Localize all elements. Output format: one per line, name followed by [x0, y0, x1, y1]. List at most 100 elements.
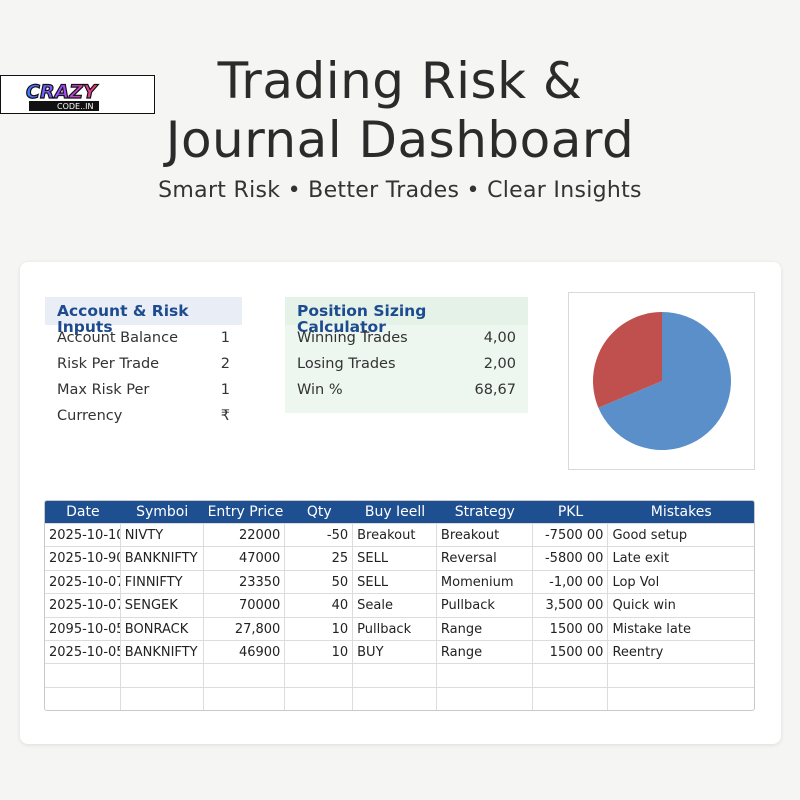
account-risk-panel: Account & Risk Inputs Account Balance 1 Ri… — [45, 297, 242, 429]
table-cell — [121, 664, 204, 687]
title-line-2: Journal Dashboard — [165, 111, 635, 169]
table-cell — [353, 687, 437, 711]
table-cell: FINNIFTY — [121, 570, 204, 594]
table-cell: BANKNIFTY — [121, 640, 204, 664]
trade-journal-table: Date Symboi Entry Price Qty Buy Ieell Strateg… — [44, 500, 755, 712]
table-cell: Range — [437, 640, 533, 664]
table-cell: 2025-10-90 — [45, 547, 121, 570]
account-risk-value: 1 — [220, 330, 230, 346]
position-sizing-rows: Winning Trades 4,00 Losing Trades 2,00 Win %… — [285, 325, 528, 403]
title-line-1: Trading Risk & — [217, 52, 583, 110]
table-cell: SELL — [353, 547, 437, 570]
table-cell — [285, 687, 354, 711]
table-cell — [608, 688, 754, 710]
table-cell: -50 — [285, 524, 354, 547]
table-cell: Reversal — [437, 547, 533, 570]
table-cell — [437, 687, 533, 711]
table-cell: Breakout — [437, 524, 533, 547]
table-row: 2025-10-10 NIVTY 22000 -50 Breakout Breakout -… — [45, 523, 754, 547]
table-cell — [533, 664, 609, 687]
table-cell: Reentry — [612, 644, 664, 660]
position-sizing-row: Win % 68,67 — [285, 377, 528, 403]
table-cell: 3,500 00 — [533, 594, 609, 617]
account-risk-label: Account Balance — [57, 330, 178, 346]
column-header: Symboi — [136, 504, 189, 520]
account-risk-row: Max Risk Per 1 — [45, 377, 242, 403]
table-row: 2095-10-05 BONRACK 27,800 10 Pullback Range 15… — [45, 616, 754, 640]
table-cell: NIVTY — [121, 524, 204, 547]
table-cell: Good setup — [612, 528, 688, 543]
table-cell: Breakout — [353, 524, 437, 547]
dashboard-card: Account & Risk Inputs Account Balance 1 Ri… — [20, 262, 781, 744]
table-row: 2025-10-90 BANKNIFTY 47000 25 SELL Reversal -5… — [45, 546, 754, 570]
table-cell — [437, 664, 533, 687]
table-row: 2025-10-07 SENGEK 70000 40 Seale Pullback 3,50… — [45, 593, 754, 617]
table-cell — [204, 664, 286, 687]
page-title: Trading Risk & Journal Dashboard — [0, 52, 800, 170]
page-subtitle: Smart Risk • Better Trades • Clear Insig… — [158, 178, 642, 203]
position-sizing-title: Position Sizing Calculator — [285, 297, 528, 335]
table-cell — [45, 664, 121, 687]
table-row: 2025-10-05 BANKNIFTY 46900 10 BUY Range 1500 0… — [45, 639, 754, 664]
table-cell: Range — [437, 617, 533, 640]
table-cell: Seale — [353, 594, 437, 617]
table-cell: 1500 00 — [533, 640, 609, 664]
account-risk-label: Risk Per Trade — [57, 356, 160, 372]
table-body: 2025-10-10 NIVTY 22000 -50 Breakout Breakout -… — [45, 523, 754, 711]
table-cell: 23350 — [204, 570, 286, 594]
position-sizing-row: Losing Trades 2,00 — [285, 351, 528, 377]
account-risk-value: 2 — [220, 356, 230, 372]
column-header: PKL — [557, 504, 584, 520]
logo-domain: CODE..IN — [57, 102, 94, 111]
account-risk-title: Account & Risk Inputs — [45, 297, 242, 335]
column-header: Date — [66, 504, 100, 520]
position-sizing-label: Win % — [297, 382, 343, 398]
account-risk-row: Risk Per Trade 2 — [45, 351, 242, 377]
table-cell: Momenium — [437, 570, 533, 594]
table-cell — [121, 687, 204, 711]
table-cell — [533, 687, 609, 711]
table-cell: 10 — [285, 617, 354, 640]
column-header: Qty — [306, 504, 332, 520]
table-cell: Quick win — [612, 598, 676, 614]
table-cell: 22000 — [204, 524, 286, 547]
table-cell: 10 — [285, 640, 354, 664]
table-cell: 40 — [285, 594, 354, 617]
pie-svg — [593, 312, 731, 450]
column-header: Strategy — [454, 504, 515, 520]
table-cell: Pullback — [353, 617, 437, 640]
account-risk-row: Currency ₹ — [45, 403, 242, 429]
table-cell: BUY — [353, 640, 437, 664]
table-cell: Pullback — [437, 594, 533, 617]
table-cell: Lop Vol — [612, 574, 660, 590]
table-cell: 2095-10-05 — [45, 617, 121, 640]
table-cell: -7500 00 — [533, 524, 609, 547]
account-risk-value: 1 — [220, 382, 230, 398]
position-sizing-label: Winning Trades — [297, 330, 408, 346]
table-cell: 2025-10-05 — [45, 640, 121, 664]
table-cell: 2025-10-07 — [45, 570, 121, 594]
account-risk-value: ₹ — [220, 408, 230, 424]
crazycode-logo: CRAZY CODE..IN — [0, 75, 155, 114]
account-risk-label: Max Risk Per — [57, 382, 150, 398]
table-cell: SELL — [353, 570, 437, 594]
pie-slice-0 — [598, 312, 731, 450]
table-header-row: Date Symboi Entry Price Qty Buy Ieell Strateg… — [45, 501, 754, 523]
table-cell: Late exit — [612, 551, 670, 567]
table-row: 2025-10-07 FINNIFTY 23350 50 SELL Momenium -1,… — [45, 569, 754, 594]
logo-graphic: CRAZY CODE..IN — [25, 80, 100, 111]
logo-word: CRAZY — [26, 81, 99, 103]
table-cell: 25 — [285, 547, 354, 570]
position-sizing-value: 68,67 — [474, 382, 516, 398]
win-loss-pie-chart — [568, 292, 755, 470]
position-sizing-panel: Position Sizing Calculator Winning Trade… — [285, 297, 528, 413]
table-cell: BONRACK — [121, 617, 204, 640]
table-cell — [204, 687, 286, 711]
table-cell: 27,800 — [204, 617, 286, 640]
column-header: Entry Price — [207, 504, 284, 520]
table-row — [45, 686, 754, 711]
pie-slice-1 — [593, 312, 662, 408]
account-risk-rows: Account Balance 1 Risk Per Trade 2 Max Risk … — [45, 325, 242, 429]
table-cell: -1,00 00 — [533, 570, 609, 594]
table-cell: 2025-10-07 — [45, 594, 121, 617]
